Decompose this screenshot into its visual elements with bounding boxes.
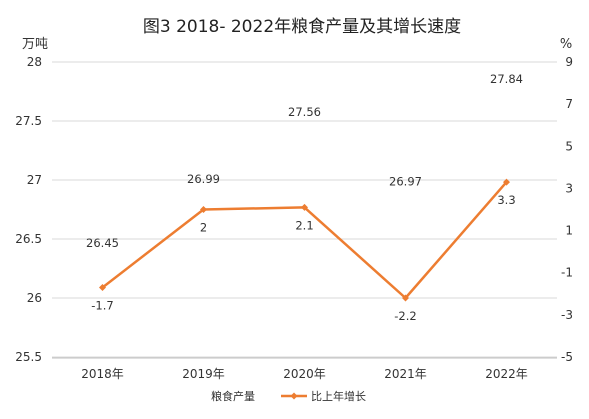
x-tick-label: 2021年 — [384, 367, 427, 381]
right-tick-label: -3 — [561, 308, 573, 322]
legend: 粮食产量 比上年增长 — [211, 389, 366, 403]
left-axis-unit: 万吨 — [22, 37, 48, 52]
right-tick-label: 9 — [565, 55, 573, 69]
x-tick-label: 2018年 — [81, 367, 124, 381]
left-tick-label: 26 — [27, 291, 42, 305]
x-tick-label: 2019年 — [182, 367, 225, 381]
right-tick-label: 1 — [565, 224, 573, 238]
data-label-production: 26.99 — [187, 172, 220, 186]
left-axis-ticks: 25.5 26 26.5 27 27.5 28 — [15, 55, 42, 364]
data-label-growth: -1.7 — [91, 298, 113, 312]
right-tick-label: -1 — [561, 266, 573, 280]
right-tick-label: 7 — [565, 97, 573, 111]
right-tick-label: 3 — [565, 181, 573, 195]
x-axis-ticks: 2018年 2019年 2020年 2021年 2022年 — [81, 367, 528, 381]
right-axis-ticks: -5 -3 -1 1 3 5 7 9 — [561, 55, 573, 364]
series-points — [99, 178, 510, 302]
point-growth — [503, 178, 510, 186]
data-label-production: 27.84 — [490, 72, 523, 86]
legend-label-production: 粮食产量 — [211, 389, 255, 403]
series-line-growth — [101, 181, 508, 300]
right-tick-label: -5 — [561, 350, 573, 364]
data-label-production: 27.56 — [288, 105, 321, 119]
series-lines — [101, 181, 508, 300]
left-tick-label: 27 — [27, 173, 42, 187]
point-growth — [99, 283, 106, 291]
left-tick-label: 26.5 — [15, 232, 42, 246]
legend-marker-growth — [290, 392, 298, 400]
x-tick-label: 2022年 — [485, 367, 528, 381]
point-growth — [301, 203, 308, 211]
data-label-production: 26.45 — [86, 236, 119, 250]
data-label-growth: -2.2 — [394, 309, 416, 323]
x-tick-label: 2020年 — [283, 367, 326, 381]
data-label-growth: 2.1 — [295, 218, 313, 232]
right-axis-unit: % — [560, 37, 572, 52]
data-label-growth: 2 — [200, 221, 207, 235]
data-label-growth: 3.3 — [497, 193, 515, 207]
data-label-production: 26.97 — [389, 175, 422, 189]
legend-label-growth: 比上年增长 — [311, 389, 366, 403]
chart-title: 图3 2018- 2022年粮食产量及其增长速度 — [143, 17, 461, 37]
gridlines — [52, 61, 557, 359]
point-growth — [200, 206, 207, 213]
point-growth — [402, 294, 409, 302]
right-tick-label: 5 — [565, 139, 573, 153]
left-tick-label: 27.5 — [15, 114, 42, 128]
left-tick-label: 28 — [27, 55, 42, 69]
left-tick-label: 25.5 — [15, 350, 42, 364]
data-labels: 26.45 26.99 27.56 26.97 27.84 -1.7 2 2.1 -2.2 3.3 — [86, 72, 523, 323]
